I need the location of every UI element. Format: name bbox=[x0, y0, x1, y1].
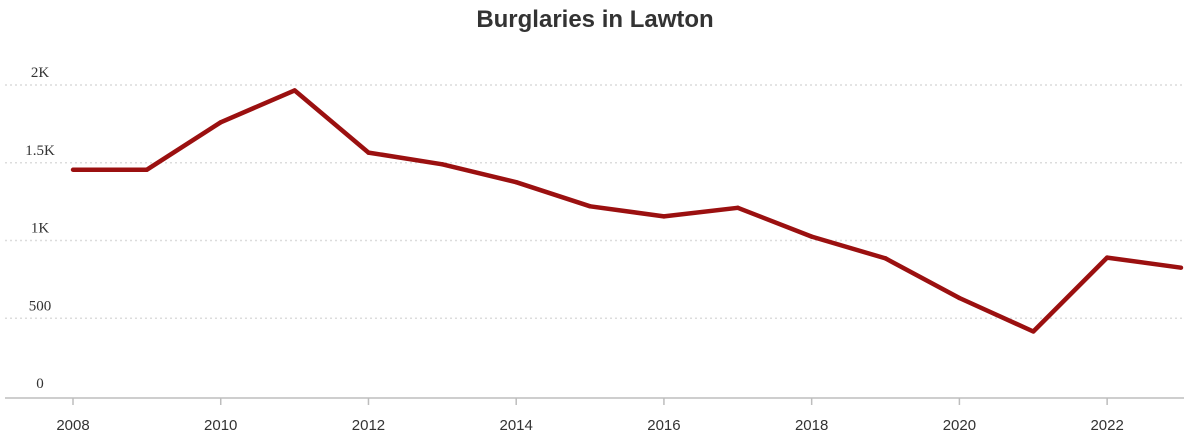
data-point bbox=[587, 204, 593, 209]
data-point bbox=[144, 167, 150, 172]
chart-title: Burglaries in Lawton bbox=[476, 6, 714, 33]
data-point bbox=[735, 205, 740, 211]
data-point bbox=[218, 120, 223, 125]
x-tick-label: 2020 bbox=[943, 417, 976, 434]
y-axis-ticks: 0 500 1K 1.5K 2K bbox=[25, 65, 55, 392]
y-tick-label: 0 bbox=[36, 376, 44, 392]
x-tick-label: 2008 bbox=[56, 417, 89, 434]
data-point bbox=[292, 88, 297, 93]
data-point bbox=[883, 256, 888, 261]
y-tick-label: 2K bbox=[31, 65, 50, 81]
x-tick-label: 2022 bbox=[1090, 417, 1123, 434]
x-axis-ticks: 2008 2010 2012 2014 2016 2018 2020 2022 bbox=[56, 398, 1124, 434]
data-point bbox=[70, 167, 76, 172]
data-point bbox=[1104, 255, 1110, 260]
x-tick-label: 2010 bbox=[204, 417, 237, 434]
y-tick-label: 1K bbox=[31, 221, 50, 237]
x-tick-label: 2012 bbox=[352, 417, 385, 434]
data-point bbox=[366, 150, 371, 155]
x-tick-label: 2018 bbox=[795, 417, 828, 434]
data-point bbox=[1031, 329, 1036, 334]
x-tick-label: 2014 bbox=[500, 417, 533, 434]
x-tick-label: 2016 bbox=[647, 417, 680, 434]
data-point bbox=[440, 162, 445, 167]
y-tick-label: 500 bbox=[29, 298, 52, 314]
data-point bbox=[661, 214, 667, 219]
series-line bbox=[73, 88, 1182, 334]
data-point bbox=[514, 179, 519, 185]
data-point bbox=[809, 234, 814, 239]
gridlines bbox=[5, 84, 1184, 319]
series-group bbox=[70, 88, 1184, 334]
data-point bbox=[957, 295, 962, 301]
y-tick-label: 1.5K bbox=[25, 143, 55, 159]
data-point bbox=[1178, 265, 1184, 270]
